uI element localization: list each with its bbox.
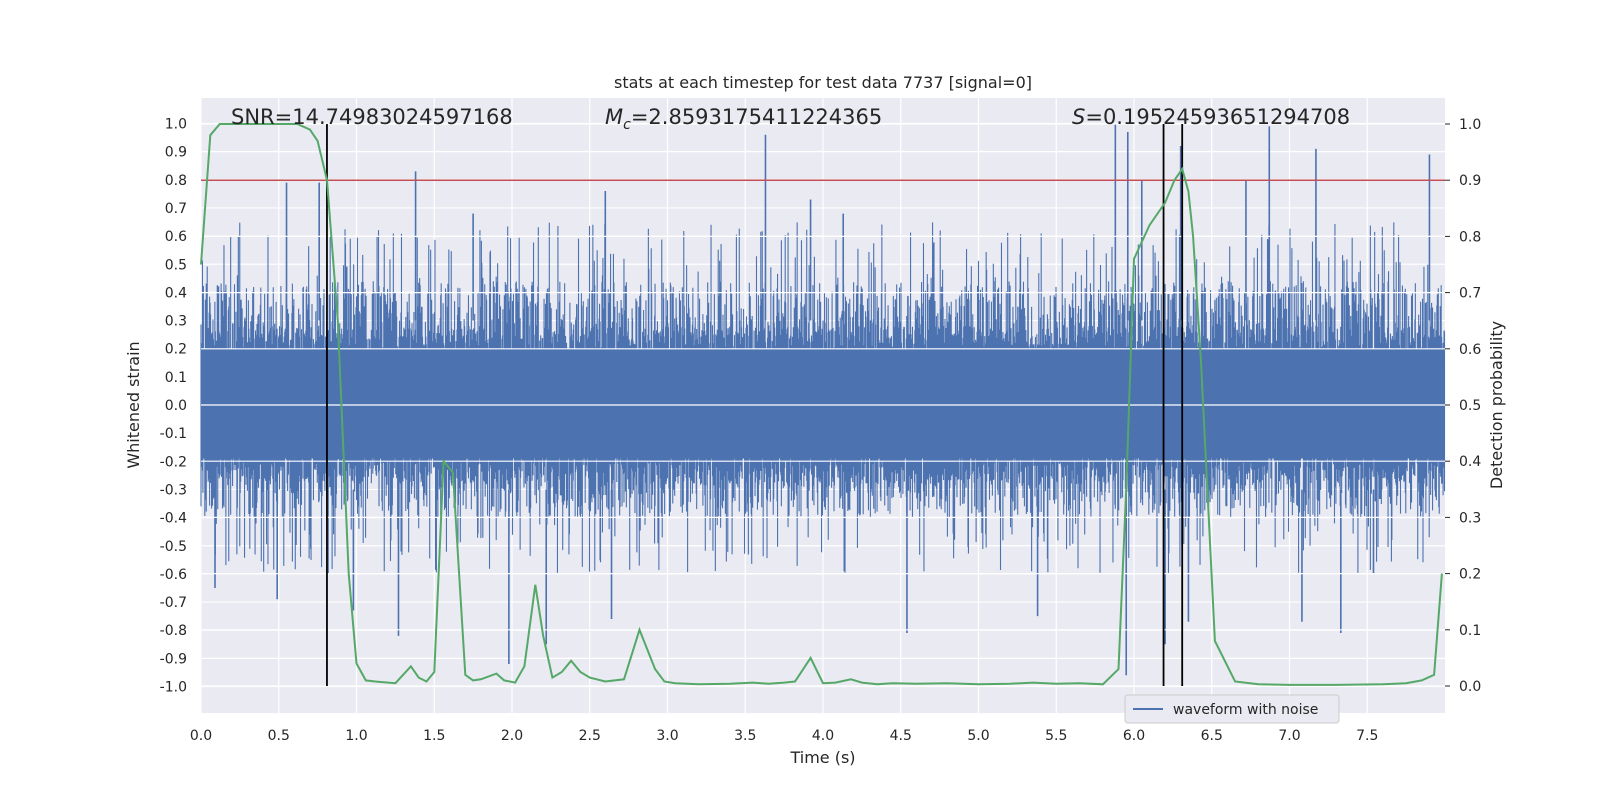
y-axis-right-label: Detection probability (1487, 321, 1506, 489)
y-tick-label: -0.5 (160, 539, 187, 555)
chart-title: stats at each timestep for test data 773… (614, 73, 1032, 92)
chirp-mass-annotation: Mc=2.8593175411224365 (605, 105, 882, 133)
y-right-tick-label: 0.7 (1459, 286, 1481, 302)
y-axis-label: Whitened strain (124, 341, 143, 468)
grid-overlay (201, 123, 1445, 687)
y-right-tick-label: 0.2 (1459, 567, 1481, 583)
chirp-mass-symbol: M (605, 105, 623, 129)
y-tick-label: -0.9 (160, 651, 187, 667)
y-tick-label: 0.4 (165, 285, 187, 301)
legend: waveform with noise (1124, 694, 1340, 724)
s-statistic-annotation: S=0.19524593651294708 (1072, 105, 1350, 129)
y-tick-label: -0.3 (160, 482, 187, 498)
reference-lines (201, 124, 1445, 686)
y-tick-label: 0.1 (165, 370, 187, 386)
s-statistic-symbol: S (1072, 105, 1085, 129)
x-tick-label: 4.5 (890, 728, 912, 744)
x-tick-label: 0.0 (190, 728, 212, 744)
y-tick-label: -0.7 (160, 595, 187, 611)
y-right-tick-label: 0.8 (1459, 229, 1481, 245)
x-tick-label: 6.5 (1201, 728, 1223, 744)
y-tick-label: -0.1 (160, 426, 187, 442)
x-tick-label: 7.0 (1278, 728, 1300, 744)
x-axis-label: Time (s) (789, 748, 855, 767)
y-right-tick-label: 0.0 (1459, 679, 1481, 695)
y-right-tick-label: 0.6 (1459, 342, 1481, 358)
y-right-tick-label: 0.5 (1459, 398, 1481, 414)
x-tick-label: 6.0 (1123, 728, 1145, 744)
s-statistic-value: =0.19524593651294708 (1085, 105, 1350, 129)
chirp-mass-value: =2.8593175411224365 (631, 105, 882, 129)
x-tick-label: 0.5 (268, 728, 290, 744)
y-tick-label: -0.2 (160, 454, 187, 470)
detection-probability-line (200, 123, 1443, 686)
y-tick-label: -0.4 (160, 511, 187, 527)
x-tick-label: 3.0 (656, 728, 678, 744)
y-tick-label: -0.6 (160, 567, 187, 583)
y-tick-label: -1.0 (160, 680, 187, 696)
y-right-tick-label: 0.1 (1459, 623, 1481, 639)
x-tick-label: 2.0 (501, 728, 523, 744)
x-tick-label: 5.0 (967, 728, 989, 744)
x-tick-label: 5.5 (1045, 728, 1067, 744)
y-tick-label: 0.5 (165, 257, 187, 273)
x-tick-label: 4.0 (812, 728, 834, 744)
probability-series (200, 123, 1443, 686)
snr-annotation: SNR=14.74983024597168 (231, 105, 513, 129)
x-tick-label: 2.5 (579, 728, 601, 744)
y-tick-label: 0.2 (165, 342, 187, 358)
y-tick-label: 1.0 (165, 117, 187, 133)
y-tick-label: 0.6 (165, 229, 187, 245)
x-tick-label: 3.5 (734, 728, 756, 744)
y-right-tick-label: 0.9 (1459, 173, 1481, 189)
legend-box (1124, 694, 1340, 724)
axes: 0.0 0.5 1.0 1.5 2.0 2.5 3.0 3.5 4.0 4.5 5.0 5.5 6.0 6… (160, 117, 1482, 745)
chirp-mass-subscript: c (623, 117, 631, 133)
y-tick-label: 0.3 (165, 314, 187, 330)
x-tick-label: 1.5 (423, 728, 445, 744)
y-tick-label: 0.8 (165, 173, 187, 189)
waveform-series (200, 123, 1446, 676)
x-tick-label: 7.5 (1356, 728, 1378, 744)
legend-label: waveform with noise (1173, 702, 1318, 718)
x-tick-label: 1.0 (345, 728, 367, 744)
y-right-tick-label: 0.4 (1459, 454, 1481, 470)
y-tick-label: 0.0 (165, 398, 187, 414)
y-right-tick-label: 0.3 (1459, 510, 1481, 526)
y-tick-label: 0.9 (165, 145, 187, 161)
y-tick-label: 0.7 (165, 201, 187, 217)
y-tick-label: -0.8 (160, 623, 187, 639)
y-right-tick-label: 1.0 (1459, 117, 1481, 133)
